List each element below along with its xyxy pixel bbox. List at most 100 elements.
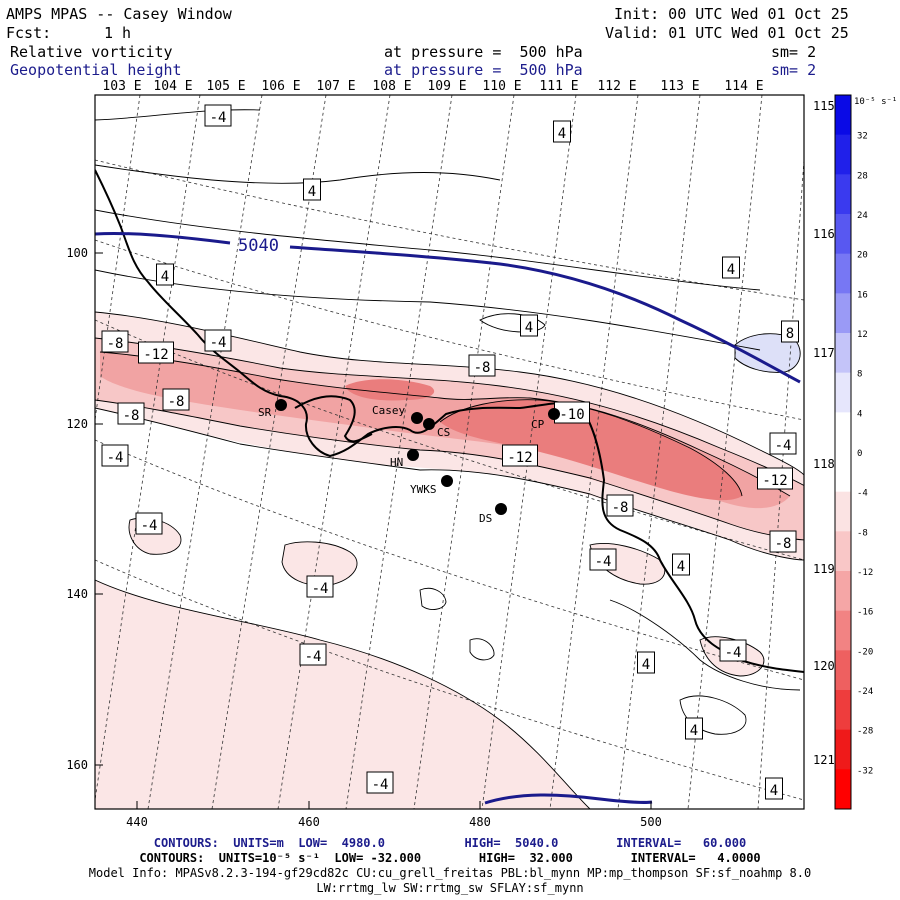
longitude-label: 104 E xyxy=(153,79,192,94)
colorbar-tick-label: 4 xyxy=(857,409,862,419)
colorbar-swatch xyxy=(835,372,851,413)
contour-label-box xyxy=(135,512,163,535)
contour-label: -4 xyxy=(725,645,742,661)
contour-label: 4 xyxy=(308,184,316,200)
field1-smoothing: sm= 2 xyxy=(771,43,817,61)
longitude-labels-top: 103 E 104 E 105 E 106 E 107 E 108 E 109 E 110 E… xyxy=(102,79,763,94)
contour-label: -8 xyxy=(612,500,629,516)
colorbar-swatch xyxy=(835,729,851,770)
longitude-label: 111 E xyxy=(539,79,578,94)
height-contour-label: 5040 xyxy=(238,236,279,256)
contour-label-box xyxy=(138,341,174,364)
colorbar-swatch xyxy=(835,253,851,294)
longitude-label: 110 E xyxy=(482,79,521,94)
contour-label: -12 xyxy=(143,347,168,363)
longitude-label: 106 E xyxy=(261,79,300,94)
contour-label-box xyxy=(520,314,538,337)
coastline xyxy=(95,169,804,673)
map-frame xyxy=(94,94,805,810)
contour-labels: -4 4 4 4 4 -8 -12 -4 -8 -8 4 -8 -4 -12 -10 -4 -12 -8 -8 8 -4… xyxy=(101,104,799,800)
contour-label-box xyxy=(303,178,321,201)
colorbar-swatch xyxy=(835,571,851,612)
x-axis-ticks: 440 460 480 500 xyxy=(126,801,662,829)
contour-label: 4 xyxy=(558,126,566,142)
colorbar-tick-label: -24 xyxy=(857,687,873,697)
field2-name: Geopotential height xyxy=(10,61,182,79)
contour-label-box xyxy=(719,639,747,662)
contour-label: 8 xyxy=(786,326,794,342)
colorbar-tick-label: 16 xyxy=(857,290,868,300)
contour-label-box xyxy=(468,354,496,377)
contour-label-box xyxy=(101,444,129,467)
contour-label: -4 xyxy=(775,438,792,454)
colorbar-swatch xyxy=(835,491,851,532)
contour-label: 4 xyxy=(690,723,698,739)
height-contour-info: CONTOURS: UNITS=m LOW= 4980.0 HIGH= 5040… xyxy=(153,836,747,850)
contour-label: -8 xyxy=(775,536,792,552)
contour-label: -4 xyxy=(305,649,322,665)
contour-label-box xyxy=(672,553,690,576)
contour-label-box xyxy=(757,467,793,490)
colorbar-tick-label: 32 xyxy=(857,132,868,142)
longitude-label: 113 E xyxy=(660,79,699,94)
longitude-label: 112 E xyxy=(597,79,636,94)
contour-label-box xyxy=(156,263,174,286)
colorbar-swatch xyxy=(835,769,851,810)
contour-label-box xyxy=(502,444,538,467)
station-dot xyxy=(495,503,507,515)
pos-vorticity-area xyxy=(735,333,801,373)
colorbar-tick-label: -8 xyxy=(857,528,868,538)
contour-label-box xyxy=(637,651,655,674)
contour-label: 4 xyxy=(161,269,169,285)
colorbar-swatch xyxy=(835,174,851,215)
field1-name: Relative vorticity xyxy=(10,43,173,61)
longitude-label: 105 E xyxy=(206,79,245,94)
colorbar-swatch xyxy=(835,412,851,453)
contour-label: -8 xyxy=(168,394,185,410)
y-tick-label: 120 xyxy=(66,417,88,431)
station-label: HN xyxy=(390,456,403,469)
contour-label: -12 xyxy=(507,450,532,466)
contour-label: -4 xyxy=(210,110,227,126)
contour-label: 4 xyxy=(727,262,735,278)
forecast-hour: 1 h xyxy=(104,24,132,42)
contour-label: -10 xyxy=(559,407,584,423)
contour-label: -12 xyxy=(762,473,787,489)
neg-vorticity-area-light xyxy=(282,541,358,586)
colorbar-tick-label: -20 xyxy=(857,647,873,657)
colorbar-tick-label: 20 xyxy=(857,251,868,261)
colorbar-swatch xyxy=(835,293,851,334)
longitude-label: 109 E xyxy=(427,79,466,94)
longitude-label: 103 E xyxy=(102,79,141,94)
colorbar-tick-label: 24 xyxy=(857,211,868,221)
model-info: Model Info: MPASv8.2.3-194-gf29cd82c CU:… xyxy=(88,866,812,880)
colorbar-swatch xyxy=(835,531,851,572)
station-dot xyxy=(407,449,419,461)
model-info-radiation: LW:rrtmg_lw SW:rrtmg_sw SFLAY:sf_mynn xyxy=(316,881,584,895)
contour-label-box xyxy=(765,777,783,800)
y-tick-label: 100 xyxy=(66,246,88,260)
station-label: DS xyxy=(479,512,492,525)
contour-label-box xyxy=(553,120,571,143)
x-tick-label: 500 xyxy=(640,815,662,829)
y-tick-label: 140 xyxy=(66,587,88,601)
colorbar-swatch xyxy=(835,690,851,731)
colorbar-unit: 10⁻⁵ s⁻¹ xyxy=(854,97,897,107)
colorbar: 32 28 24 20 16 12 8 4 0 -4 -8 -12 -16 -20 -24 -28 -32 10⁻… xyxy=(834,94,897,810)
contour-label: -8 xyxy=(474,360,491,376)
x-tick-label: 460 xyxy=(298,815,320,829)
contour-label: -4 xyxy=(372,777,389,793)
colorbar-tick-label: -12 xyxy=(857,568,873,578)
colorbar-tick-label: -28 xyxy=(857,727,873,737)
x-tick-label: 440 xyxy=(126,815,148,829)
field1-level: at pressure = 500 hPa xyxy=(384,43,583,61)
contour-label: -4 xyxy=(107,450,124,466)
contour-label-box xyxy=(117,402,145,425)
contour-label: -8 xyxy=(107,336,124,352)
neg-vorticity-area-light xyxy=(95,580,590,809)
contour-label-box xyxy=(366,771,394,794)
colorbar-swatch xyxy=(835,452,851,493)
contour-label-box xyxy=(101,330,129,353)
longitude-label: 108 E xyxy=(372,79,411,94)
